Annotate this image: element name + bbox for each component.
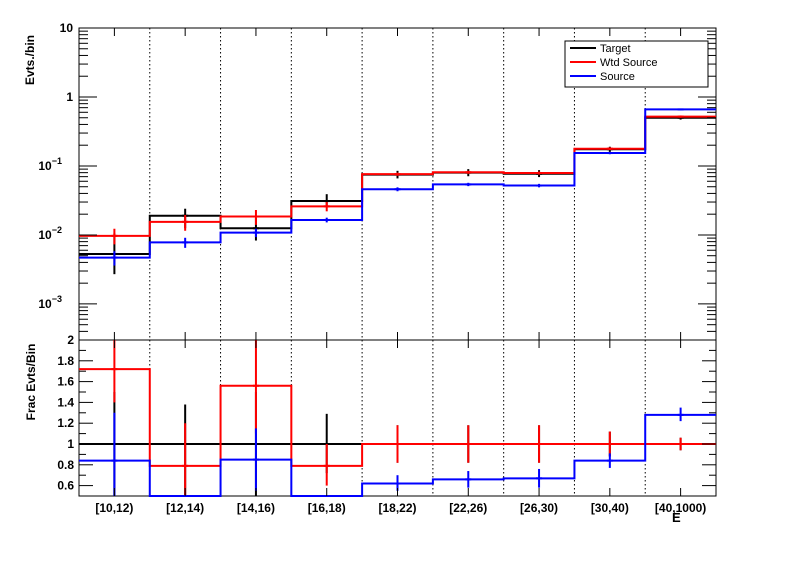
x-tick-label: [30,40) (591, 501, 629, 515)
x-tick-label: [18,22) (378, 501, 416, 515)
x-tick-label: [26,30) (520, 501, 558, 515)
bottom-pad: 0.6 0.8 1 1.2 1.4 1.6 1.8 2 Frac Evts/Bin [10,12)… (24, 333, 717, 525)
y-tick-label: 10−2 (38, 225, 62, 242)
y-tick-label: 2 (67, 333, 74, 347)
y-tick-label: 1.6 (57, 375, 74, 389)
x-tick-label: [14,16) (237, 501, 275, 515)
y-tick-label: 10 (60, 21, 74, 35)
series-target (79, 116, 716, 275)
series-step-line (79, 116, 716, 255)
y-tick-label: 10−1 (38, 156, 62, 173)
y-tick-label: 1.2 (57, 416, 74, 430)
y-axis-label: Frac Evts/Bin (24, 344, 38, 421)
y-tick-label: 0.6 (57, 479, 74, 493)
legend-entry: Wtd Source (600, 57, 657, 69)
x-axis-label: E (672, 510, 681, 525)
series-step-line (79, 108, 716, 259)
x-tick-label: [16,18) (308, 501, 346, 515)
y-tick-label: 1.4 (57, 395, 74, 409)
plot-frame (78, 339, 717, 497)
series-wtd-source (79, 340, 716, 496)
legend-entry: Target (600, 43, 631, 55)
y-tick-label: 1.8 (57, 354, 74, 368)
legend: Target Wtd Source Source (564, 40, 709, 88)
y-tick-label: 10−3 (38, 294, 62, 311)
x-tick-label: [22,26) (449, 501, 487, 515)
series-wtd-source (79, 115, 716, 245)
y-tick-label: 0.8 (57, 458, 74, 472)
y-axis-label: Evts./bin (23, 35, 37, 85)
y-tick-label: 1 (66, 90, 73, 104)
y-tick-label: 1 (67, 437, 74, 451)
top-pad: 10 1 10−1 10−2 10−3 Evts./bin (23, 21, 717, 341)
x-tick-label: [12,14) (166, 501, 204, 515)
x-tick-label: [10,12) (95, 501, 133, 515)
legend-entry: Source (600, 71, 635, 83)
x-tick-label: [40,1000) (655, 501, 706, 515)
series-source (79, 108, 716, 266)
